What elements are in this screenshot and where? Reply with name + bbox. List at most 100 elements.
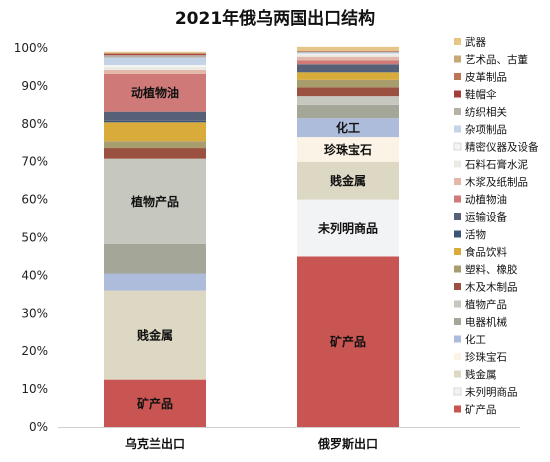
bar-segment: [104, 290, 206, 380]
bar-segment: [104, 273, 206, 291]
legend-swatch: [454, 90, 461, 98]
bar-segment: [297, 51, 399, 53]
bar-segment: [297, 64, 399, 72]
legend-label: 运输设备: [465, 211, 507, 224]
legend-label: 纺织相关: [465, 106, 507, 119]
bar-segment: [297, 53, 399, 55]
bar-segment: [297, 118, 399, 138]
bar-segment: [104, 57, 206, 66]
legend-label: 皮革制品: [465, 71, 507, 84]
legend-swatch: [453, 142, 462, 151]
bar-segment: [104, 73, 206, 112]
legend-label: 木浆及纸制品: [465, 176, 528, 189]
legend-swatch: [454, 125, 461, 133]
legend-swatch: [454, 73, 461, 80]
y-tick-label: 0%: [29, 420, 48, 434]
legend-swatch: [454, 248, 461, 255]
segment-label: 矿产品: [137, 396, 173, 411]
bar-segment: [297, 54, 399, 57]
legend-label: 杂项制品: [465, 123, 507, 136]
y-tick-label: 20%: [21, 344, 48, 358]
segment-label: 矿产品: [330, 334, 366, 349]
legend-swatch: [454, 230, 461, 238]
legend-swatch: [454, 265, 461, 273]
segment-label: 珍珠宝石: [324, 142, 372, 157]
legend-label: 电器机械: [465, 316, 507, 329]
legend-label: 塑料、橡胶: [465, 263, 518, 276]
legend-label: 矿产品: [465, 403, 497, 416]
legend-swatch: [454, 300, 461, 308]
legend-swatch: [454, 353, 461, 360]
legend-label: 动植物油: [465, 193, 507, 206]
bar-segment: [297, 72, 399, 80]
y-tick-label: 80%: [21, 117, 48, 131]
bar-segment: [297, 87, 399, 97]
bar-segment: [104, 53, 206, 55]
legend-swatch: [454, 335, 461, 343]
category-label: 俄罗斯出口: [317, 436, 378, 451]
bar-segment: [297, 60, 399, 65]
bar-segment: [104, 122, 206, 142]
legend-swatch: [453, 387, 462, 396]
legend-swatch: [454, 405, 461, 413]
legend-label: 食品饮料: [465, 246, 507, 259]
legend-label: 化工: [465, 333, 486, 346]
bar-segment: [297, 71, 399, 73]
segment-label: 化工: [336, 120, 360, 135]
legend-label: 活物: [465, 228, 486, 241]
bar-segment: [297, 256, 399, 427]
segment-label: 贱金属: [137, 328, 173, 343]
legend-label: 植物产品: [465, 298, 507, 311]
category-label: 乌克兰出口: [125, 436, 185, 451]
legend-swatch: [454, 370, 461, 378]
x-axis: 乌克兰出口 俄罗斯出口: [125, 436, 378, 451]
bar-segment: [104, 141, 206, 149]
bar-segment: [297, 46, 399, 51]
bar-segment: [104, 148, 206, 159]
legend-swatch: [454, 55, 461, 63]
bar-segment: [104, 111, 206, 121]
bar-segment: [297, 161, 399, 200]
chart-title: 2021年俄乌两国出口结构: [175, 8, 375, 29]
legend-label: 鞋帽伞: [465, 88, 497, 101]
legend-label: 未列明商品: [465, 386, 518, 399]
legend-swatch: [454, 213, 461, 220]
bar-segment: [297, 104, 399, 119]
y-tick-label: 40%: [21, 268, 48, 282]
bar-segment: [297, 56, 399, 61]
bar-segment: [297, 199, 399, 257]
legend-swatch: [454, 38, 461, 45]
segment-label: 贱金属: [330, 173, 366, 188]
bar-segment: [104, 51, 206, 53]
segment-label: 动植物油: [131, 85, 179, 100]
bar-segment: [104, 243, 206, 274]
legend-swatch: [454, 283, 461, 290]
legend-label: 珍珠宝石: [465, 351, 507, 364]
legend-label: 木及木制品: [465, 281, 518, 294]
y-tick-label: 60%: [21, 193, 48, 207]
y-tick-label: 70%: [21, 155, 48, 169]
legend-swatch: [454, 160, 461, 168]
legend-swatch: [454, 195, 461, 203]
bar-segment: [297, 52, 399, 54]
legend-label: 艺术品、古董: [465, 53, 528, 66]
bar-segment: [104, 66, 206, 70]
legend-swatch: [454, 178, 461, 185]
bar-segment: [104, 54, 206, 56]
bar-segment: [297, 137, 399, 162]
bar-segment: [104, 69, 206, 74]
legend-label: 武器: [465, 36, 486, 49]
y-tick-label: 30%: [21, 306, 48, 320]
bar-segment: [104, 120, 206, 123]
legend-label: 精密仪器及设备: [465, 141, 539, 154]
bar-segment: [297, 79, 399, 88]
bar-segment: [297, 96, 399, 105]
y-tick-label: 50%: [21, 231, 48, 245]
bar-segment: [104, 158, 206, 244]
y-axis: 0% 10% 20% 30% 40% 50% 60% 70% 80% 90% 100%: [14, 41, 520, 434]
segment-label: 未列明商品: [317, 221, 378, 236]
y-tick-label: 90%: [21, 79, 48, 93]
y-tick-label: 100%: [14, 41, 48, 55]
bar-segment: [104, 379, 206, 427]
